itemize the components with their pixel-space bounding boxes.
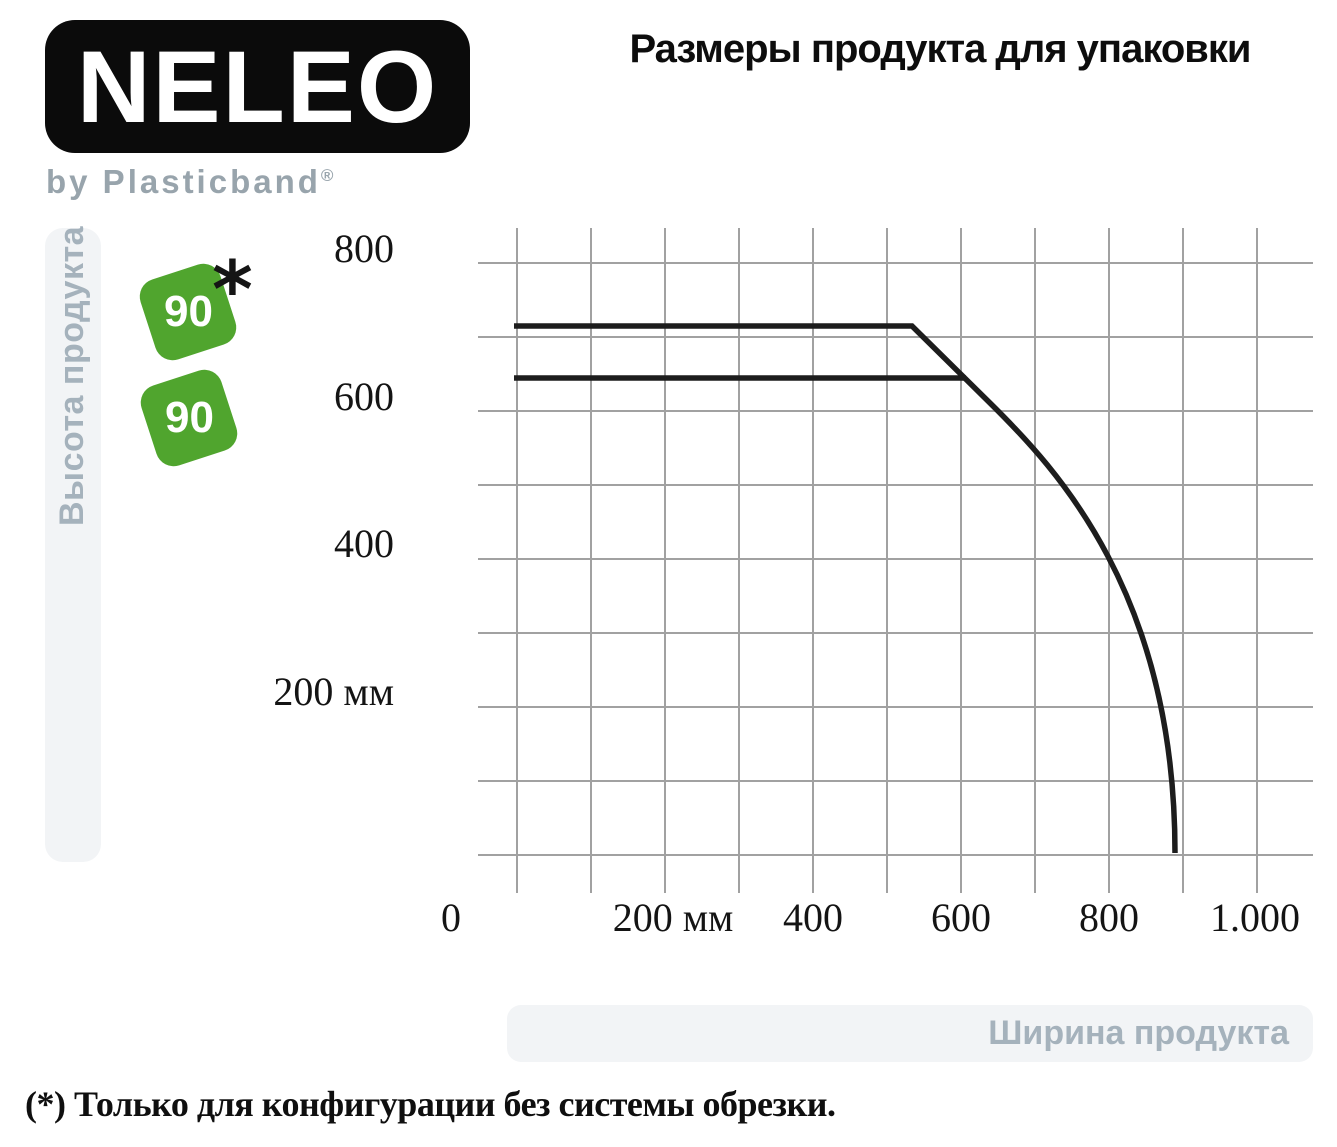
y-axis-title: Высота продукта [52, 225, 91, 527]
x-tick-label: 800 [1079, 895, 1139, 940]
y-axis-pill [45, 228, 101, 862]
brand-logo-text: NELEO [76, 29, 439, 144]
limit-curves [514, 323, 1178, 854]
y-tick-label: 400 [334, 521, 394, 566]
brand-byline-text: by Plasticband [46, 163, 321, 200]
x-axis-title: Ширина продукта [988, 1014, 1289, 1052]
x-tick-label: 1.000 [1210, 895, 1300, 940]
asterisk-marker: * [212, 246, 253, 336]
footnote: (*) Только для конфигурации без системы … [25, 1084, 836, 1124]
y-tick-label: 600 [334, 374, 394, 419]
model-badge-90-top-value: 90 [163, 287, 213, 337]
x-tick-label: 600 [931, 895, 991, 940]
upper-limit-curve [514, 323, 1178, 854]
x-tick-label: 400 [783, 895, 843, 940]
x-tick-label: 200 мм [613, 895, 734, 940]
y-tick-label: 800 [334, 226, 394, 271]
x-tick-label: 0 [441, 895, 461, 940]
registered-trademark-icon: ® [320, 166, 334, 185]
axis-tick-labels: 0 200 мм 400 600 800 1.000 800 600 400 200 мм [273, 226, 1300, 940]
brand-byline: by Plasticband® [46, 163, 334, 200]
model-badge-90-bottom-value: 90 [164, 393, 214, 443]
page-title: Размеры продукта для упаковки [629, 27, 1252, 71]
x-axis-pill: Ширина продукта [507, 1005, 1313, 1062]
y-tick-label: 200 мм [273, 669, 394, 714]
brand-logo: NELEO [45, 20, 470, 153]
